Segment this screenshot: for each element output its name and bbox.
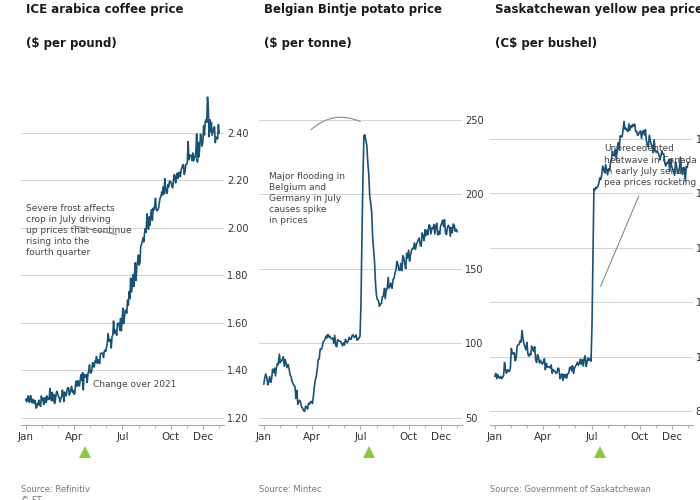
Text: Saskatchewan yellow pea price: Saskatchewan yellow pea price	[495, 4, 700, 16]
Text: Change over 2021: Change over 2021	[94, 380, 177, 389]
Text: ($ per tonne): ($ per tonne)	[264, 37, 351, 50]
Text: ($ per pound): ($ per pound)	[26, 37, 117, 50]
Text: Source: Government of Saskatchewan: Source: Government of Saskatchewan	[490, 486, 651, 494]
Text: Source: Mintec: Source: Mintec	[259, 486, 321, 494]
Text: ICE arabica coffee price: ICE arabica coffee price	[26, 4, 183, 16]
Text: Belgian Bintje potato price: Belgian Bintje potato price	[264, 4, 442, 16]
Text: Source: Refinitiv
© FT: Source: Refinitiv © FT	[21, 486, 90, 500]
Text: (C$ per bushel): (C$ per bushel)	[495, 37, 597, 50]
Text: Major flooding in
Belgium and
Germany in July
causes spike
in prices: Major flooding in Belgium and Germany in…	[269, 172, 344, 226]
Text: Severe frost affects
crop in July driving
up prices that continue
rising into th: Severe frost affects crop in July drivin…	[26, 204, 132, 258]
Text: Unprecedented
heatwave in Canada
in early July sends
pea prices rocketing: Unprecedented heatwave in Canada in earl…	[604, 144, 697, 187]
